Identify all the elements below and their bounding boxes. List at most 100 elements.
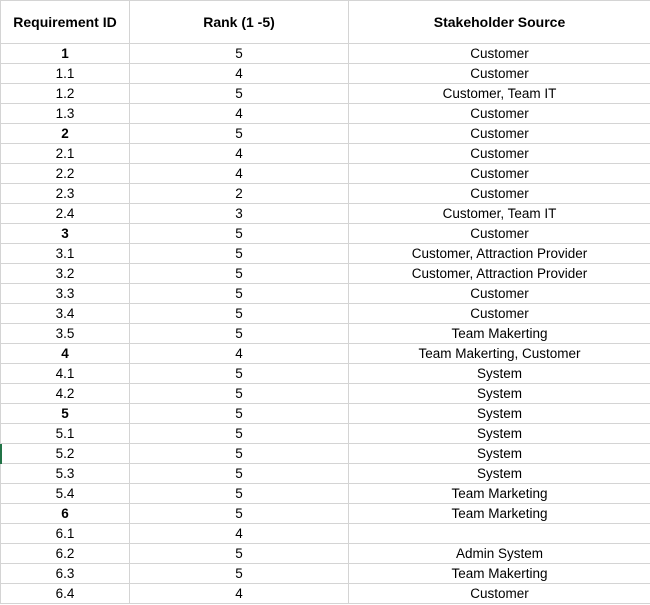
cell-rank[interactable]: 5 [129,283,349,304]
cell-requirement-id[interactable]: 3.4 [0,303,130,324]
cell-stakeholder-source[interactable]: Customer [348,123,650,144]
cell-stakeholder-source[interactable]: System [348,463,650,484]
cell-stakeholder-source[interactable]: Customer [348,223,650,244]
cell-stakeholder-source[interactable]: Customer [348,283,650,304]
cell-rank[interactable]: 5 [129,503,349,524]
table-row: 2.3 2 Customer [0,183,650,204]
cell-rank[interactable]: 4 [129,523,349,544]
cell-stakeholder-source[interactable]: Customer [348,43,650,64]
table-row: 1.2 5 Customer, Team IT [0,83,650,104]
table-row: 5.1 5 System [0,423,650,444]
header-stakeholder-source[interactable]: Stakeholder Source [348,0,650,44]
cell-requirement-id[interactable]: 3.3 [0,283,130,304]
cell-stakeholder-source[interactable]: System [348,403,650,424]
cell-requirement-id[interactable]: 1 [0,43,130,64]
header-requirement-id[interactable]: Requirement ID [0,0,130,44]
cell-rank[interactable]: 5 [129,83,349,104]
cell-requirement-id[interactable]: 2.1 [0,143,130,164]
cell-rank[interactable]: 5 [129,423,349,444]
cell-rank[interactable]: 5 [129,223,349,244]
cell-requirement-id[interactable]: 2.2 [0,163,130,184]
cell-requirement-id[interactable]: 5 [0,403,130,424]
cell-stakeholder-source[interactable]: System [348,363,650,384]
cell-requirement-id[interactable]: 2 [0,123,130,144]
cell-rank[interactable]: 4 [129,583,349,604]
cell-requirement-id[interactable]: 2.4 [0,203,130,224]
cell-stakeholder-source[interactable]: System [348,383,650,404]
cell-requirement-id[interactable]: 6.2 [0,543,130,564]
cell-requirement-id[interactable]: 1.2 [0,83,130,104]
table-row: 4.1 5 System [0,363,650,384]
cell-rank[interactable]: 2 [129,183,349,204]
cell-rank[interactable]: 4 [129,163,349,184]
cell-rank[interactable]: 5 [129,363,349,384]
cell-requirement-id[interactable]: 5.3 [0,463,130,484]
cell-stakeholder-source[interactable]: Customer [348,303,650,324]
cell-stakeholder-source[interactable]: Customer [348,103,650,124]
cell-stakeholder-source[interactable]: Customer, Team IT [348,203,650,224]
cell-stakeholder-source[interactable]: Customer [348,163,650,184]
cell-rank[interactable]: 5 [129,383,349,404]
cell-requirement-id[interactable]: 4.2 [0,383,130,404]
cell-requirement-id[interactable]: 5.1 [0,423,130,444]
cell-requirement-id[interactable]: 2.3 [0,183,130,204]
cell-requirement-id[interactable]: 5.2 [0,443,130,464]
cell-rank[interactable]: 5 [129,263,349,284]
cell-stakeholder-source[interactable]: Team Marketing [348,483,650,504]
cell-stakeholder-source[interactable]: Customer, Attraction Provider [348,243,650,264]
cell-stakeholder-source[interactable]: Team Marketing [348,503,650,524]
table-row: 3.1 5 Customer, Attraction Provider [0,243,650,264]
cell-requirement-id[interactable]: 6.1 [0,523,130,544]
table-row: 2.4 3 Customer, Team IT [0,203,650,224]
cell-stakeholder-source[interactable]: System [348,423,650,444]
cell-rank[interactable]: 5 [129,543,349,564]
cell-requirement-id[interactable]: 3.2 [0,263,130,284]
table-row: 1.3 4 Customer [0,103,650,124]
cell-rank[interactable]: 5 [129,303,349,324]
cell-stakeholder-source[interactable]: Team Makerting [348,563,650,584]
cell-stakeholder-source[interactable]: Customer, Team IT [348,83,650,104]
cell-stakeholder-source[interactable]: Team Makerting [348,323,650,344]
cell-requirement-id[interactable]: 1.1 [0,63,130,84]
cell-rank[interactable]: 4 [129,143,349,164]
table-row: 6.3 5 Team Makerting [0,563,650,584]
table-row: 1.1 4 Customer [0,63,650,84]
cell-rank[interactable]: 5 [129,563,349,584]
cell-rank[interactable]: 5 [129,323,349,344]
cell-requirement-id[interactable]: 1.3 [0,103,130,124]
cell-requirement-id[interactable]: 4.1 [0,363,130,384]
cell-stakeholder-source[interactable]: Customer, Attraction Provider [348,263,650,284]
table-row: 6 5 Team Marketing [0,503,650,524]
cell-rank[interactable]: 4 [129,103,349,124]
cell-stakeholder-source[interactable]: Admin System [348,543,650,564]
cell-rank[interactable]: 4 [129,343,349,364]
cell-stakeholder-source[interactable]: Team Makerting, Customer [348,343,650,364]
cell-requirement-id[interactable]: 5.4 [0,483,130,504]
cell-rank[interactable]: 3 [129,203,349,224]
cell-rank[interactable]: 5 [129,243,349,264]
cell-requirement-id[interactable]: 3.1 [0,243,130,264]
cell-stakeholder-source[interactable] [348,523,650,544]
cell-stakeholder-source[interactable]: Customer [348,63,650,84]
cell-stakeholder-source[interactable]: Customer [348,583,650,604]
cell-rank[interactable]: 5 [129,463,349,484]
cell-requirement-id[interactable]: 3.5 [0,323,130,344]
header-rank[interactable]: Rank (1 -5) [129,0,349,44]
cell-rank[interactable]: 4 [129,63,349,84]
cell-requirement-id[interactable]: 3 [0,223,130,244]
table-row: 3.3 5 Customer [0,283,650,304]
cell-stakeholder-source[interactable]: Customer [348,183,650,204]
cell-requirement-id[interactable]: 6.4 [0,583,130,604]
cell-requirement-id[interactable]: 6.3 [0,563,130,584]
cell-requirement-id[interactable]: 6 [0,503,130,524]
table-row: 2.1 4 Customer [0,143,650,164]
cell-rank[interactable]: 5 [129,443,349,464]
cell-stakeholder-source[interactable]: Customer [348,143,650,164]
cell-requirement-id[interactable]: 4 [0,343,130,364]
cell-rank[interactable]: 5 [129,483,349,504]
table-row: 2 5 Customer [0,123,650,144]
cell-rank[interactable]: 5 [129,43,349,64]
cell-stakeholder-source[interactable]: System [348,443,650,464]
cell-rank[interactable]: 5 [129,123,349,144]
cell-rank[interactable]: 5 [129,403,349,424]
